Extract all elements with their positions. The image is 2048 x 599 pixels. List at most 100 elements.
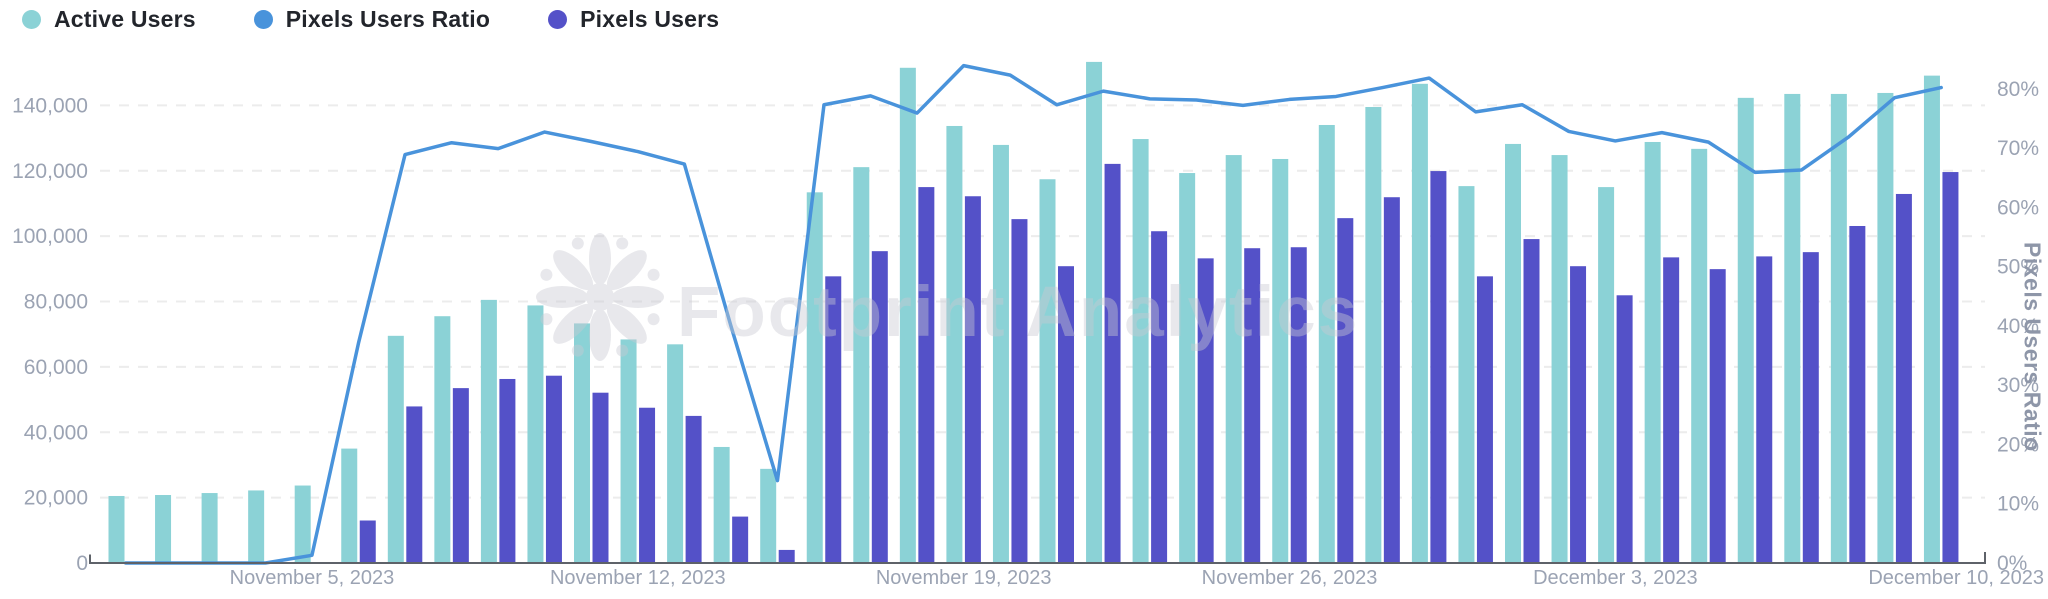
active-users-legend-dot-icon [22,10,41,29]
bar-active-users[interactable] [713,446,730,563]
bar-active-users[interactable] [527,305,544,563]
bar-active-users[interactable] [108,495,125,563]
bar-pixels-users[interactable] [871,251,888,563]
bar-pixels-users[interactable] [1011,219,1028,563]
bar-active-users[interactable] [1691,148,1708,564]
flower-dot [571,344,584,357]
bar-pixels-users[interactable] [1756,256,1773,563]
bar-active-users[interactable] [1132,139,1149,563]
flower-petal [589,309,611,361]
right-axis-tick-label: 40% [1997,315,2039,338]
x-axis-date-label: November 12, 2023 [550,567,726,589]
bar-pixels-users[interactable] [1337,218,1354,563]
bar-active-users[interactable] [1365,107,1382,564]
bar-pixels-users[interactable] [1570,266,1587,563]
bar-active-users[interactable] [248,490,265,563]
bar-pixels-users[interactable] [1197,258,1214,563]
right-axis-tick-label: 30% [1997,374,2039,397]
bar-pixels-users[interactable] [592,392,609,563]
bar-pixels-users[interactable] [1523,239,1540,563]
bar-pixels-users[interactable] [1663,257,1680,563]
bar-pixels-users[interactable] [1476,276,1493,563]
bar-pixels-users[interactable] [452,388,469,563]
x-axis-date-label: December 3, 2023 [1533,567,1698,589]
bar-active-users[interactable] [1737,97,1754,563]
bar-active-users[interactable] [480,299,497,563]
legend-item-pixels-users-ratio[interactable]: Pixels Users Ratio [253,6,490,33]
bar-active-users[interactable] [387,335,404,563]
bar-active-users[interactable] [620,339,637,563]
bar-pixels-users[interactable] [1849,225,1866,563]
bar-active-users[interactable] [1039,179,1056,563]
bar-active-users[interactable] [899,67,916,564]
bar-active-users[interactable] [155,495,172,563]
right-axis-tick-label: 70% [1997,137,2039,160]
bar-pixels-users[interactable] [499,378,516,563]
bar-pixels-users[interactable] [1709,269,1726,563]
legend-item-pixels-users[interactable]: Pixels Users [548,6,719,33]
bar-active-users[interactable] [1318,124,1335,564]
bar-active-users[interactable] [1086,61,1103,563]
bar-pixels-users[interactable] [1383,197,1400,563]
legend-item-active-users[interactable]: Active Users [22,6,196,33]
flower-petal [536,286,588,308]
bar-pixels-users[interactable] [639,407,656,563]
bar-active-users[interactable] [853,167,870,564]
left-axis-tick-label: 0 [76,552,88,575]
bar-pixels-users[interactable] [778,549,795,563]
flower-center-dot [586,283,614,311]
bar-active-users[interactable] [1830,93,1847,563]
bar-active-users[interactable] [1598,187,1615,563]
right-axis-tick-label: 50% [1997,256,2039,279]
right-axis-tick-label: 0% [1997,552,2027,575]
bar-active-users[interactable] [760,468,777,563]
right-axis-tick-label: 10% [1997,493,2039,516]
flower-dot [647,268,660,281]
bar-pixels-users[interactable] [406,406,423,563]
bar-active-users[interactable] [1179,173,1196,563]
pixels-users-ratio-line[interactable] [124,63,1943,565]
bar-active-users[interactable] [1225,155,1242,563]
bar-pixels-users[interactable] [1104,163,1121,563]
bar-active-users[interactable] [1411,83,1428,564]
bar-active-users[interactable] [434,316,451,563]
bar-active-users[interactable] [294,485,311,563]
bar-active-users[interactable] [806,192,823,564]
bar-pixels-users[interactable] [1430,171,1447,563]
bar-pixels-users[interactable] [545,375,562,563]
bar-active-users[interactable] [1784,93,1801,563]
bar-pixels-users[interactable] [1058,266,1074,563]
bar-active-users[interactable] [341,448,358,563]
bar-pixels-users[interactable] [1895,193,1912,563]
bar-pixels-users[interactable] [1942,172,1959,563]
bar-active-users[interactable] [574,323,590,563]
bar-active-users[interactable] [667,344,684,563]
chart-legend: Active Users Pixels Users Ratio Pixels U… [22,6,719,33]
bar-pixels-users[interactable] [825,276,842,563]
right-axis-tick-label: 60% [1997,196,2039,219]
bar-pixels-users[interactable] [964,196,981,563]
bar-active-users[interactable] [1458,186,1475,563]
bar-active-users[interactable] [1272,158,1289,564]
bar-pixels-users[interactable] [685,415,702,563]
bar-active-users[interactable] [992,144,1009,563]
bar-active-users[interactable] [1505,143,1521,564]
bar-pixels-users[interactable] [918,187,935,563]
bar-pixels-users[interactable] [359,520,376,563]
flower-petal [553,250,594,291]
bar-pixels-users[interactable] [732,516,749,563]
bar-active-users[interactable] [1644,141,1661,564]
bar-active-users[interactable] [201,493,218,563]
bar-active-users[interactable] [1551,155,1568,563]
bar-pixels-users[interactable] [1802,252,1819,563]
bars-layer [108,61,1959,564]
x-axis-date-label: December 10, 2023 [1868,567,2044,589]
bar-active-users[interactable] [1923,75,1940,564]
bar-active-users[interactable] [946,125,963,563]
bar-active-users[interactable] [1877,92,1894,564]
bar-pixels-users[interactable] [1616,295,1633,563]
bar-pixels-users[interactable] [1244,248,1261,564]
x-axis-date-label: November 19, 2023 [876,567,1052,589]
bar-pixels-users[interactable] [1151,231,1168,564]
bar-pixels-users[interactable] [1290,247,1307,563]
